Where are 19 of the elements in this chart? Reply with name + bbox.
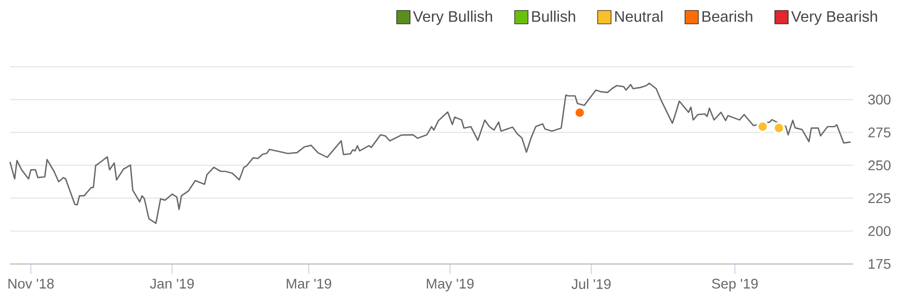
x-tick-label: Jan '19 xyxy=(150,278,194,289)
x-tick-label: Mar '19 xyxy=(286,278,332,289)
y-tick-label: 275 xyxy=(868,127,890,138)
x-tick-label: Sep '19 xyxy=(712,278,758,292)
y-tick-label: 300 xyxy=(868,94,891,105)
x-tick-label: Nov '18 xyxy=(8,278,54,289)
x-tick-label: May '19 xyxy=(426,278,474,292)
y-tick-label: 200 xyxy=(868,226,891,236)
legend-label: Bearish xyxy=(702,10,752,22)
line-series xyxy=(9,82,852,224)
legend-label: Very Bullish xyxy=(413,10,492,25)
y-tick-label: 225 xyxy=(868,193,890,204)
legend-label: Bullish xyxy=(532,10,576,22)
legend-label: Neutral xyxy=(615,10,662,22)
legend-label: Very Bearish xyxy=(791,10,878,25)
y-tick-label: 175 xyxy=(868,259,890,269)
y-tick-label: 250 xyxy=(868,160,891,170)
point xyxy=(772,122,786,134)
x-tick-label: Jul '19 xyxy=(571,278,611,289)
